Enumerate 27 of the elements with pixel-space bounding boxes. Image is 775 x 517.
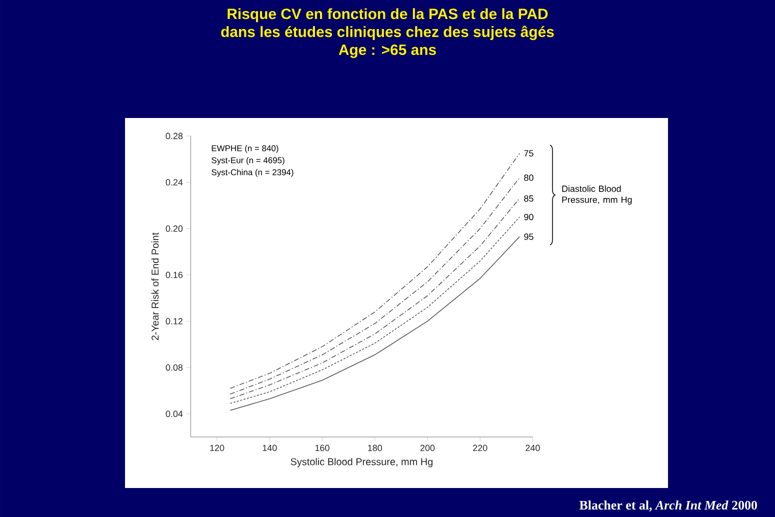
legend-title: Diastolic Blood Pressure, mm Hg (562, 185, 632, 205)
series-label: 80 (524, 174, 534, 181)
chart-title: Risque CV en fonction de la PAS et de la PAD dans les études cliniques chez des sujets âgés Age : >65 ans (221, 8, 554, 58)
y-tick-label: 0.28 (166, 132, 183, 140)
x-tick-label: 180 (368, 444, 382, 452)
x-tick-label: 200 (420, 444, 435, 452)
y-tick-label: 0.12 (166, 318, 182, 324)
y-tick-label: 0.16 (166, 272, 183, 278)
x-tick-label: 140 (262, 444, 277, 452)
y-axis-title: 2-Year Risk of End Point (151, 232, 159, 340)
series-label: 75 (524, 150, 534, 156)
x-tick-label: 120 (210, 444, 224, 452)
y-tick-label: 0.04 (166, 410, 183, 418)
x-tick-label: 240 (526, 444, 540, 452)
y-tick-label: 0.20 (166, 225, 183, 232)
y-tick-label: 0.08 (166, 364, 183, 371)
series-label: 90 (524, 214, 534, 220)
annotation: Syst-China (n = 2394) (212, 169, 294, 177)
x-tick-label: 220 (473, 444, 488, 452)
x-tick-label: 160 (315, 444, 330, 452)
text: Blacher et al, Arch Int Med 2000 (579, 500, 757, 512)
annotation: EWPHE (n = 840) (212, 145, 278, 153)
annotation: Syst-Eur (n = 4695) (212, 157, 284, 165)
series-label: 95 (524, 234, 534, 240)
y-tick-label: 0.24 (166, 179, 183, 186)
series-label: 85 (524, 195, 534, 202)
x-axis-title: Systolic Blood Pressure, mm Hg (290, 458, 432, 468)
